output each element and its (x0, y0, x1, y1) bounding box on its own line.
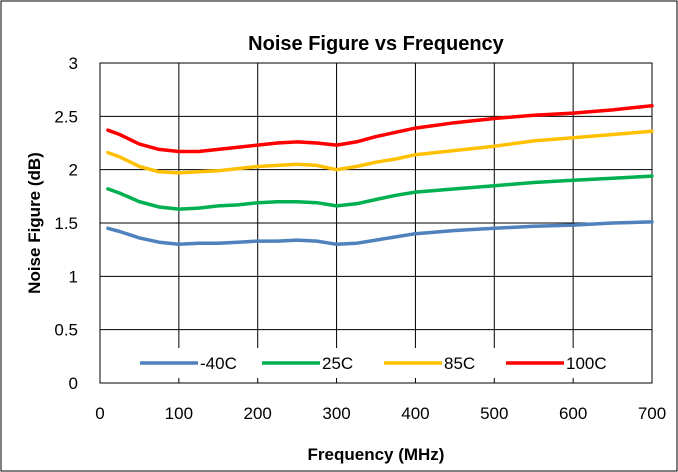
y-tick-label: 1 (69, 267, 78, 286)
series-line (106, 129, 654, 175)
y-axis-label: Noise Figure (dB) (25, 152, 44, 294)
y-tick-labels: 0 0.5 1 1.5 2 2.5 3 (54, 54, 78, 393)
x-tick-labels: 0 100 200 300 400 500 600 700 (95, 404, 666, 423)
y-tick-label: 3 (69, 54, 78, 73)
y-tick-label: 0.5 (54, 321, 78, 340)
x-tick-label: 400 (401, 404, 429, 423)
series-lines (106, 103, 654, 247)
legend-items: -40C 25C 85C 100C (140, 354, 607, 373)
y-tick-label: 2.5 (54, 107, 78, 126)
x-axis-label: Frequency (MHz) (308, 445, 445, 464)
y-tick-label: 2 (69, 161, 78, 180)
x-tick-label: 200 (244, 404, 272, 423)
legend-label: 85C (444, 354, 475, 373)
x-tick-label: 500 (480, 404, 508, 423)
x-tick-label: 300 (322, 404, 350, 423)
x-tick-label: 0 (95, 404, 104, 423)
legend-label: 100C (566, 354, 607, 373)
gridlines (100, 63, 652, 383)
x-tick-label: 600 (559, 404, 587, 423)
series-line (106, 174, 654, 211)
y-tick-label: 0 (69, 374, 78, 393)
y-tick-label: 1.5 (54, 214, 78, 233)
series-line (106, 103, 654, 154)
x-tick-label: 700 (638, 404, 666, 423)
chart-title: Noise Figure vs Frequency (248, 33, 505, 55)
x-tick-label: 100 (165, 404, 193, 423)
legend-label: 25C (322, 354, 353, 373)
series-line (106, 220, 654, 247)
legend-label: -40C (200, 354, 237, 373)
